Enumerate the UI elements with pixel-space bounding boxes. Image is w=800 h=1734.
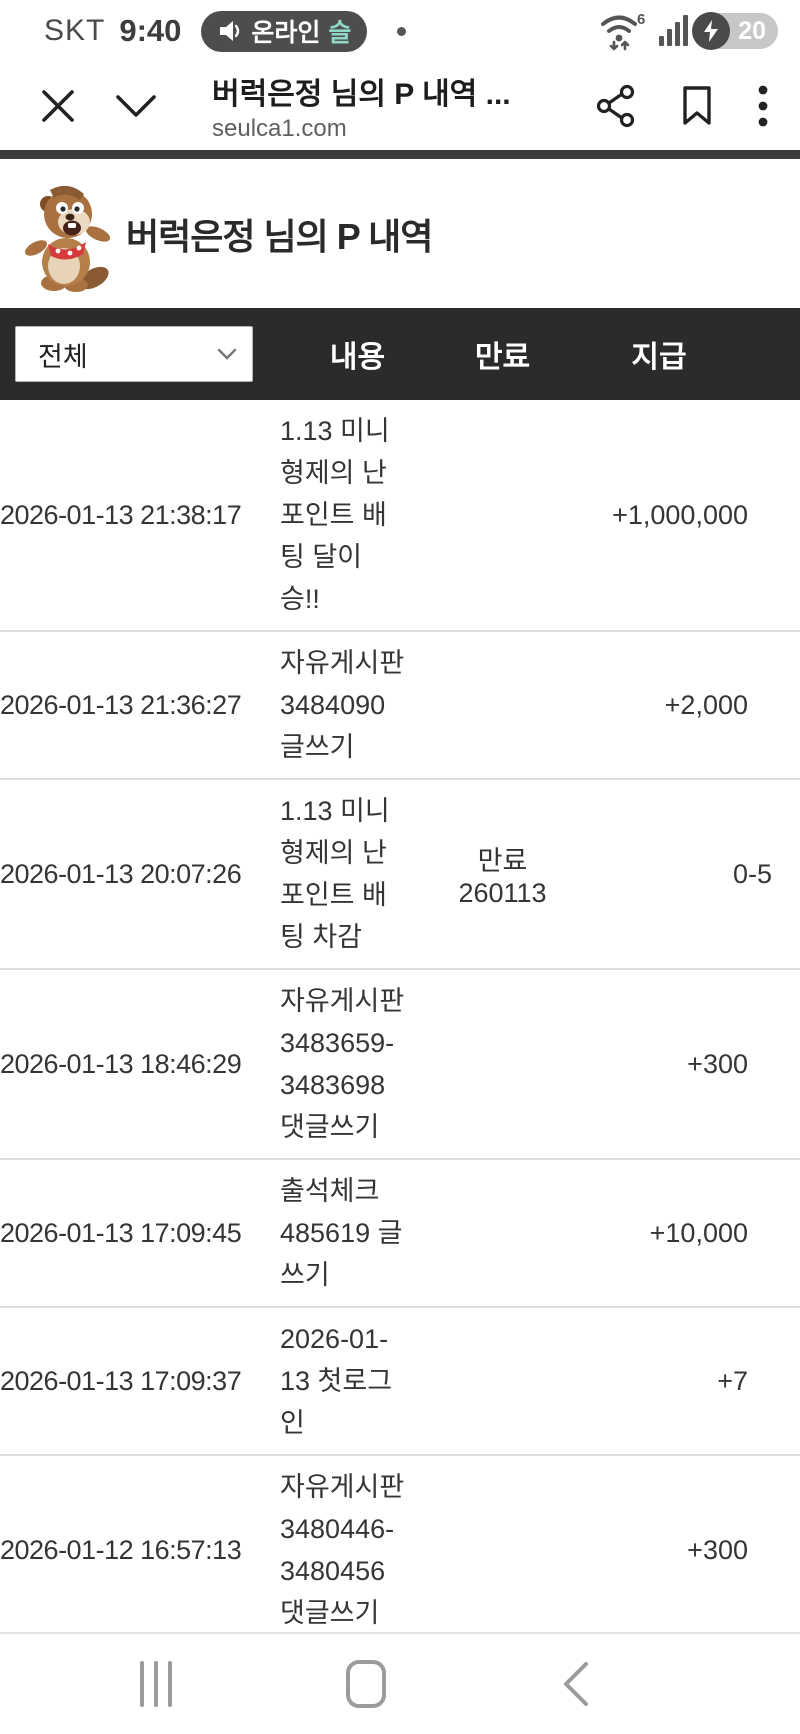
browser-toolbar: 버럭은정 님의 P 내역 ... seulca1.com [0, 62, 800, 150]
overflow-menu-button[interactable] [758, 84, 768, 128]
status-bar: SKT 9:40 온라인 슬 6 [0, 0, 800, 62]
column-header-cutoff [748, 308, 800, 400]
media-notification-pill[interactable]: 온라인 슬 [201, 10, 368, 52]
row-date: 2026-01-12 16:57:13 [0, 1454, 280, 1644]
clock: 9:40 [119, 13, 182, 48]
table-row: 2026-01-13 21:36:27 자유게시판 3484090 글쓰기 +2… [0, 630, 800, 779]
bookmark-button[interactable] [680, 85, 714, 127]
chevron-down-icon [217, 348, 237, 360]
row-date: 2026-01-13 18:46:29 [0, 968, 280, 1159]
charging-bolt-icon [692, 12, 731, 50]
share-icon [596, 84, 635, 128]
page-top-divider [0, 150, 800, 159]
row-paid: 0 [570, 778, 748, 969]
row-content: 1.13 미니 형제의 난 포인트 배 팅 달이 승!! [280, 400, 435, 631]
table-row: 2026-01-13 20:07:26 1.13 미니 형제의 난 포인트 배 … [0, 778, 800, 969]
close-tab-button[interactable] [28, 88, 88, 124]
row-paid: +10,000 [570, 1158, 748, 1307]
mascot-image [25, 185, 111, 292]
media-pill-label: 온라인 [251, 19, 321, 47]
row-content: 출석체크 485619 글 쓰기 [280, 1158, 435, 1307]
table-row: 2026-01-13 18:46:29 자유게시판 3483659- 34836… [0, 968, 800, 1159]
kebab-menu-icon [758, 85, 768, 127]
row-expire [435, 1158, 570, 1307]
row-expire [435, 630, 570, 779]
points-history-title: 버럭은정 님의 P 내역 [126, 215, 433, 257]
row-expire [435, 400, 570, 631]
share-button[interactable] [596, 84, 636, 128]
home-icon [346, 1660, 386, 1708]
table-row: 2026-01-13 17:09:37 2026-01- 13 첫로그 인 +7 [0, 1306, 800, 1455]
browser-url: seulca1.com [212, 115, 347, 142]
carrier-label: SKT [44, 14, 106, 47]
row-used [748, 968, 800, 1159]
row-paid: +7 [570, 1306, 748, 1455]
column-header-paid: 지급 [570, 308, 748, 400]
row-paid: +2,000 [570, 630, 748, 779]
row-date: 2026-01-13 17:09:37 [0, 1306, 280, 1455]
android-navigation-bar [0, 1632, 800, 1734]
page-title-block[interactable]: 버럭은정 님의 P 내역 ... seulca1.com [184, 69, 596, 143]
browser-page-title: 버럭은정 님의 P 내역 ... [212, 78, 511, 111]
points-table-container: 전체 내용 만료 지급 2026-01-13 21:38:17 1.13 [0, 308, 800, 1644]
row-date: 2026-01-13 17:09:45 [0, 1158, 280, 1307]
notification-dot [397, 26, 407, 36]
battery-indicator: 20 [692, 12, 778, 50]
row-paid: +300 [570, 968, 748, 1159]
table-row: 2026-01-12 16:57:13 자유게시판 3480446- 34804… [0, 1454, 800, 1644]
row-expire [435, 1306, 570, 1455]
row-date: 2026-01-13 21:38:17 [0, 400, 280, 631]
back-button[interactable] [560, 1660, 590, 1708]
row-date: 2026-01-13 21:36:27 [0, 630, 280, 779]
row-content: 자유게시판 3483659- 3483698 댓글쓰기 [280, 968, 435, 1159]
row-content: 1.13 미니 형제의 난 포인트 배 팅 차감 [280, 778, 435, 969]
row-expire [435, 968, 570, 1159]
back-chevron-icon [564, 1662, 588, 1706]
page-header: 버럭은정 님의 P 내역 [0, 159, 800, 308]
row-used [748, 1454, 800, 1644]
row-used [748, 1158, 800, 1307]
row-content: 자유게시판 3480446- 3480456 댓글쓰기 [280, 1454, 435, 1644]
recents-button[interactable] [140, 1661, 172, 1707]
row-used: -5 [748, 778, 800, 969]
column-header-expire: 만료 [435, 308, 570, 400]
wifi6-icon: 6 [601, 11, 646, 51]
row-paid: +300 [570, 1454, 748, 1644]
row-used [748, 400, 800, 631]
filter-select[interactable]: 전체 [15, 326, 253, 382]
collapse-chevron-button[interactable] [88, 92, 184, 120]
row-expire-badge: 만료260113 [435, 778, 570, 969]
signal-strength-icon [659, 15, 689, 46]
speaker-icon [220, 21, 240, 41]
row-used [748, 1306, 800, 1455]
filter-selected-value: 전체 [38, 341, 88, 372]
row-content: 자유게시판 3484090 글쓰기 [280, 630, 435, 779]
row-date: 2026-01-13 20:07:26 [0, 778, 280, 969]
media-pill-label-accent: 슬 [328, 19, 352, 47]
table-row: 2026-01-13 17:09:45 출석체크 485619 글 쓰기 +10… [0, 1158, 800, 1307]
row-used [748, 630, 800, 779]
bookmark-icon [683, 86, 711, 125]
battery-percent: 20 [738, 16, 766, 45]
table-row: 2026-01-13 21:38:17 1.13 미니 형제의 난 포인트 배 … [0, 400, 800, 631]
row-content: 2026-01- 13 첫로그 인 [280, 1306, 435, 1455]
table-header-row: 전체 내용 만료 지급 [0, 308, 800, 400]
column-header-content: 내용 [280, 308, 435, 400]
points-table: 전체 내용 만료 지급 2026-01-13 21:38:17 1.13 [0, 308, 800, 1644]
home-button[interactable] [346, 1660, 386, 1708]
svg-text:6: 6 [637, 11, 645, 28]
row-paid: +1,000,000 [570, 400, 748, 631]
row-expire [435, 1454, 570, 1644]
